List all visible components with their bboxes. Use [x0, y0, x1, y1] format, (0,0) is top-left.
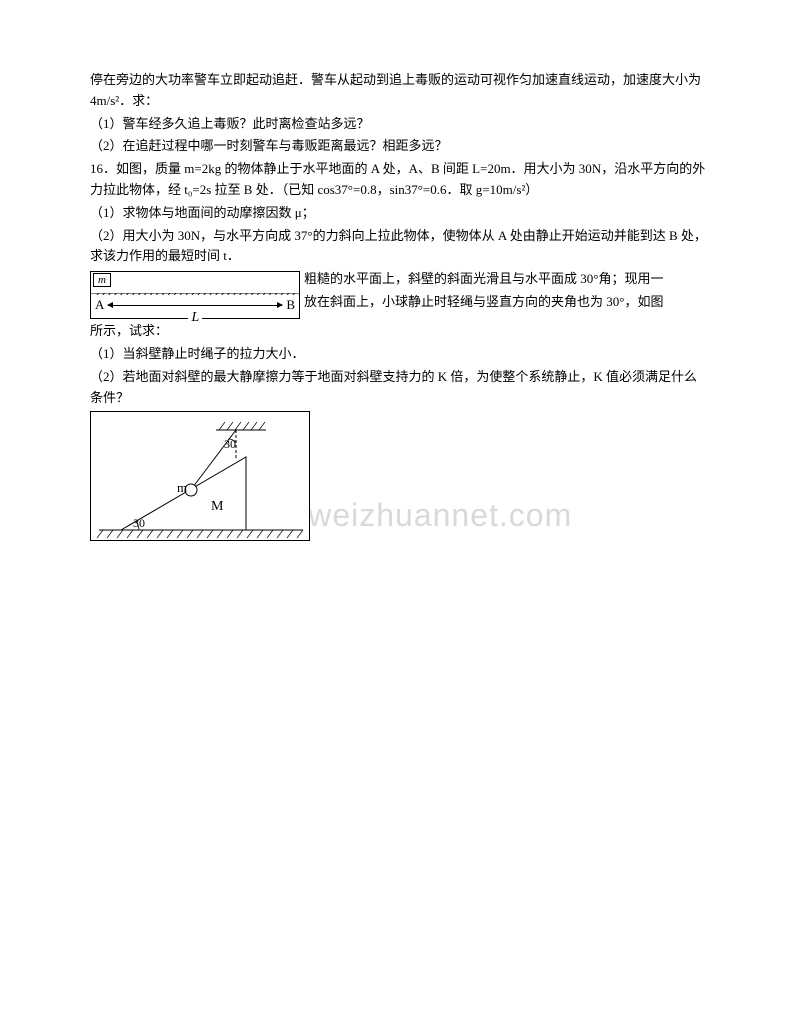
figure-row: m — [90, 269, 710, 321]
figure-1-point-b: B — [284, 295, 297, 316]
paragraph: 停在旁边的大功率警车立即起动追赶．警车从起动到追上毒贩的运动可视作匀加速直线运动… — [90, 70, 710, 112]
paragraph: 所示，试求： — [90, 321, 710, 342]
figure-1-mass-label: m — [93, 273, 111, 287]
paragraph: （1）当斜壁静止时绳子的拉力大小． — [90, 344, 710, 365]
paragraph: （2）在追赶过程中哪一时刻警车与毒贩距离最远？相距多远？ — [90, 136, 710, 157]
figure-2-mass-m: m — [177, 480, 187, 495]
figure-1-arrow: L — [108, 305, 282, 306]
figure-2: 30 30 m M — [90, 411, 310, 541]
paragraph: （1）求物体与地面间的动摩擦因数 μ； — [90, 203, 710, 224]
paragraph-fragment: 放在斜面上，小球静止时轻绳与竖直方向的夹角也为 30°，如图 — [304, 292, 710, 313]
paragraph: （2）用大小为 30N，与水平方向成 37°的力斜向上拉此物体，使物体从 A 处… — [90, 226, 710, 268]
figure-1-arrow-row: A L B — [93, 294, 297, 316]
figure-1: m — [90, 271, 300, 319]
paragraph: （2）若地面对斜壁的最大静摩擦力等于地面对斜壁支持力的 K 倍，为使整个系统静止… — [90, 367, 710, 409]
figure-side-text: 粗糙的水平面上，斜壁的斜面光滑且与水平面成 30°角；现用一 放在斜面上，小球静… — [300, 269, 710, 315]
paragraph: （1）警车经多久追上毒贩？此时离检查站多远？ — [90, 114, 710, 135]
figure-1-point-a: A — [93, 295, 106, 316]
paragraph-fragment: 粗糙的水平面上，斜壁的斜面光滑且与水平面成 30°角；现用一 — [304, 269, 710, 290]
document-content: 停在旁边的大功率警车立即起动追赶．警车从起动到追上毒贩的运动可视作匀加速直线运动… — [90, 70, 710, 541]
figure-1-length-label: L — [188, 307, 202, 329]
figure-2-mass-M: M — [211, 499, 224, 514]
paragraph: 16．如图，质量 m=2kg 的物体静止于水平地面的 A 处，A、B 间距 L=… — [90, 159, 710, 201]
